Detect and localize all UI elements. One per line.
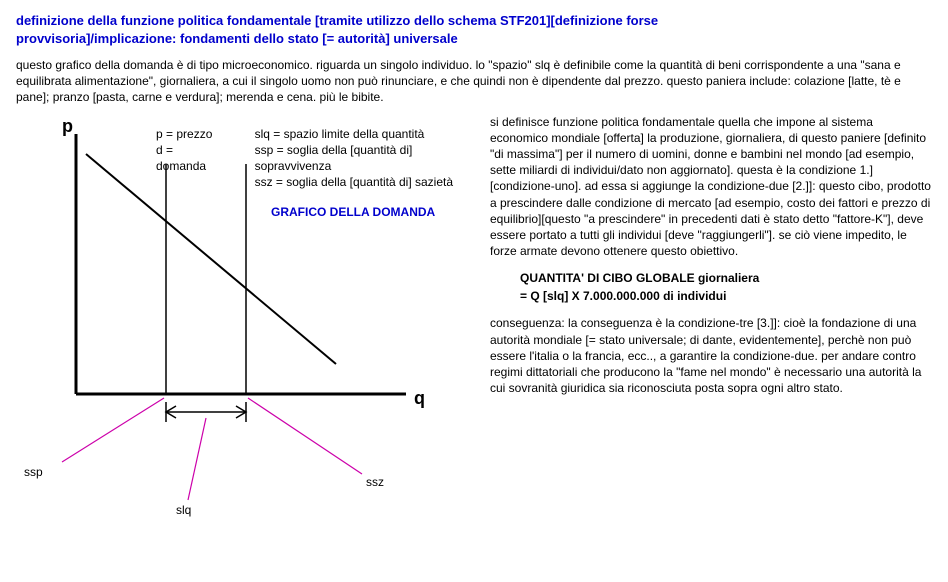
ssp-label: ssp [24, 464, 43, 480]
q-axis-label: q [414, 386, 425, 410]
title-line-2: provvisoria]/implicazione: fondamenti de… [16, 31, 458, 46]
legend-d: d = domanda [156, 142, 219, 174]
page-title: definizione della funzione politica fond… [16, 12, 932, 47]
legend-col-1: p = prezzo d = domanda [156, 126, 219, 191]
right-paragraph-1: si definisce funzione politica fondament… [490, 114, 932, 260]
legend-slq: slq = spazio limite della quantità [255, 126, 466, 142]
chart-panel: p q p = prezzo d = domanda slq = spazio … [16, 114, 466, 524]
formula-line-1: QUANTITA' DI CIBO GLOBALE giornaliera [520, 271, 759, 285]
right-text-panel: si definisce funzione politica fondament… [490, 114, 932, 524]
title-line-1: definizione della funzione politica fond… [16, 13, 658, 28]
chart-title: GRAFICO DELLA DOMANDA [271, 204, 435, 220]
legend-ssz: ssz = soglia della [quantità di] sazietà [255, 174, 466, 190]
legend-ssp: ssp = soglia della [quantità di] sopravv… [255, 142, 466, 174]
slq-label: slq [176, 502, 191, 518]
formula-line-2: = Q [slq] X 7.000.000.000 di individui [520, 289, 726, 303]
right-paragraph-2: conseguenza: la conseguenza è la condizi… [490, 315, 932, 396]
content-row: p q p = prezzo d = domanda slq = spazio … [16, 114, 932, 524]
formula-block: QUANTITA' DI CIBO GLOBALE giornaliera = … [520, 269, 932, 305]
intro-text: questo grafico della domanda è di tipo m… [16, 57, 932, 106]
p-axis-label: p [62, 114, 73, 138]
legend-p: p = prezzo [156, 126, 219, 142]
ssz-label: ssz [366, 474, 384, 490]
legend-col-2: slq = spazio limite della quantità ssp =… [255, 126, 466, 191]
legend: p = prezzo d = domanda slq = spazio limi… [156, 126, 466, 191]
